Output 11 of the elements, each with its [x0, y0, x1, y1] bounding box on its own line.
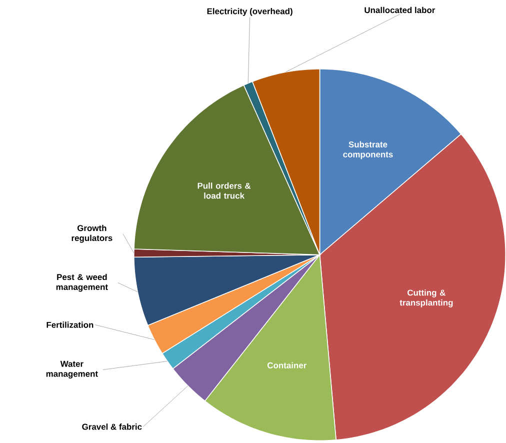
slice-label: Gravel & fabric — [82, 424, 142, 430]
slice-label: Water management — [46, 361, 98, 379]
slice-label: Electricity (overhead) — [207, 8, 292, 16]
slice-label: Pest & weed management — [56, 274, 108, 292]
slice-label: Substrate components — [343, 141, 393, 160]
slice-label: Fertilization — [46, 322, 94, 328]
slice-label: Pull orders & load truck — [198, 182, 251, 199]
slice-label: Cutting & transplanting — [400, 290, 453, 308]
slice-label: Growth regulators — [72, 225, 112, 243]
slice-label: Container — [268, 362, 307, 369]
slice-label: Unallocated labor — [364, 7, 436, 14]
